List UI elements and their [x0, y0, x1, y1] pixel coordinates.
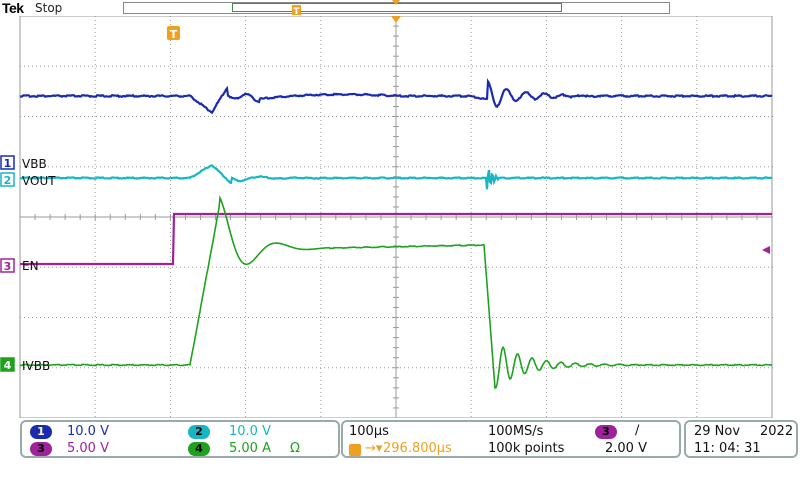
ch3-waveform — [20, 212, 772, 266]
ch2-waveform — [19, 164, 773, 190]
channel-scale-panel[interactable]: 1 10.0 V 2 10.0 V 3 5.00 V 4 5.00 A Ω — [20, 420, 340, 458]
svg-text:4: 4 — [4, 359, 12, 372]
ch3-badge: 3 — [30, 442, 52, 456]
trigger-position-marker[interactable] — [391, 16, 401, 23]
ch1-label: VBB — [22, 157, 47, 171]
ch1-scale: 10.0 V — [67, 424, 109, 439]
record-t-marker — [292, 5, 301, 15]
ch4-label: IVBB — [22, 359, 50, 373]
date-year: 2022 — [760, 424, 794, 439]
trigger-position: 296.800µs — [383, 441, 452, 456]
record-markers: T — [292, 0, 400, 17]
trigger-level-marker[interactable] — [762, 246, 770, 254]
waveform-display[interactable]: T 1 VBB 2 VOUT 3 EN 4 IVBB — [0, 16, 800, 418]
trigger-position-icon — [349, 444, 361, 456]
ch2-label: VOUT — [22, 174, 56, 188]
brand-logo: Tek — [2, 0, 24, 16]
svg-text:3: 3 — [4, 260, 12, 273]
ch4-scale: 5.00 A — [229, 441, 271, 456]
svg-text:T: T — [293, 7, 300, 17]
graticule — [19, 16, 773, 418]
acquisition-state: Stop — [35, 1, 63, 15]
ch3-scale: 5.00 V — [67, 441, 109, 456]
ch2-scale: 10.0 V — [229, 424, 271, 439]
svg-text:2: 2 — [4, 174, 12, 187]
time-per-div: 100µs — [349, 424, 389, 439]
trigger-level: 2.00 V — [605, 441, 647, 456]
ch4-ohm-icon: Ω — [290, 441, 300, 456]
ch3-marker[interactable]: 3 — [0, 258, 15, 273]
date-day: 29 Nov — [694, 424, 741, 439]
record-trigger-marker — [392, 0, 400, 5]
ch4-marker[interactable]: 4 — [0, 357, 15, 372]
ch1-badge: 1 — [30, 425, 52, 439]
svg-text:T: T — [170, 28, 178, 41]
record-length: 100k points — [488, 441, 565, 456]
sample-rate: 100MS/s — [488, 424, 544, 439]
ch2-marker[interactable]: 2 — [0, 172, 15, 187]
clock-time: 11: 04: 31 — [694, 441, 761, 456]
horizontal-trigger-panel[interactable]: 100µs →▾ 296.800µs 100MS/s 100k points 3… — [341, 420, 681, 458]
trigger-slope-icon: ∕ — [635, 423, 640, 438]
ch4-waveform — [19, 194, 773, 390]
trigger-arrow-icon: →▾ — [365, 441, 383, 456]
ch2-badge: 2 — [188, 425, 210, 439]
readout-area: 1 10.0 V 2 10.0 V 3 5.00 V 4 5.00 A Ω 10… — [0, 418, 800, 480]
trigger-source-badge: 3 — [595, 425, 617, 439]
ch1-waveform — [19, 78, 773, 115]
t-marker[interactable]: T — [167, 26, 180, 41]
svg-text:1: 1 — [4, 157, 12, 170]
ch3-label: EN — [22, 259, 39, 273]
ch1-marker[interactable]: 1 — [0, 155, 15, 170]
datetime-panel: 29 Nov 2022 11: 04: 31 — [684, 420, 798, 458]
status-bar: Tek Stop T — [0, 0, 800, 18]
ch4-badge: 4 — [188, 442, 210, 456]
